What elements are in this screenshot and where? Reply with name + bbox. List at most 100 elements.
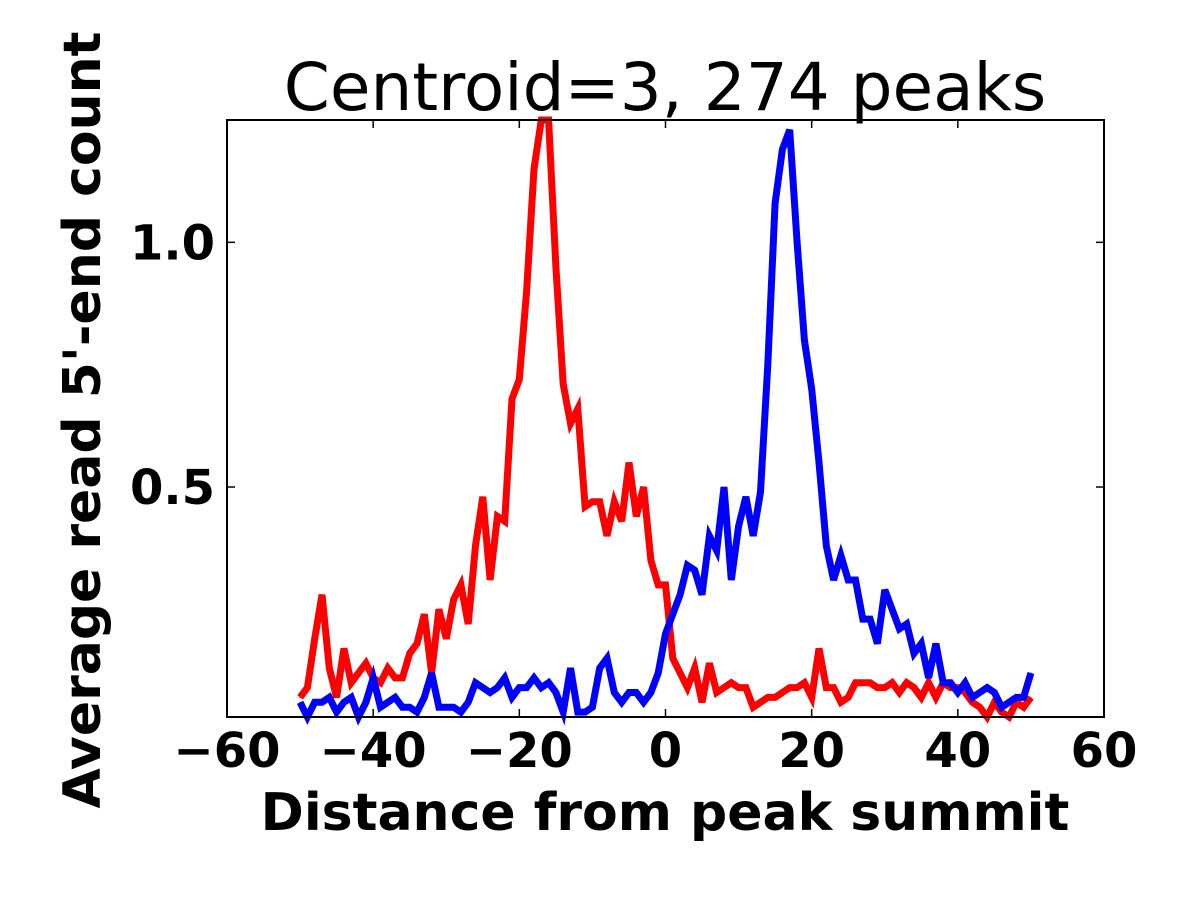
series-0-point: [533, 168, 535, 170]
series-0-point: [686, 687, 688, 689]
series-1-point: [738, 525, 740, 527]
x-tick-label: 60: [1071, 723, 1138, 779]
series-1-point: [518, 687, 520, 689]
x-axis-label: Distance from peak summit: [261, 783, 1070, 843]
series-0-point: [321, 594, 323, 596]
series-1-point: [657, 672, 659, 674]
series-1-point: [942, 682, 944, 684]
series-1-point: [964, 682, 966, 684]
series-0-point: [387, 667, 389, 669]
series-1-point: [833, 579, 835, 581]
series-0-point: [328, 667, 330, 669]
series-1-point: [533, 677, 535, 679]
series-0-point: [453, 599, 455, 601]
series-1-point: [328, 696, 330, 698]
series-0-point: [599, 501, 601, 503]
series-0-point: [518, 378, 520, 380]
series-1: [296, 128, 1035, 726]
series-1-point: [467, 701, 469, 703]
series-1-point: [898, 628, 900, 630]
series-1-point: [526, 687, 528, 689]
series-0-point: [489, 579, 491, 581]
series-0-point: [584, 506, 586, 508]
series-0-point: [993, 701, 995, 703]
series-1-point: [767, 364, 769, 366]
series-0-point: [701, 701, 703, 703]
series-0-point: [657, 584, 659, 586]
series-1-point: [314, 701, 316, 703]
series-1-point: [891, 608, 893, 610]
series-1-point: [781, 148, 783, 150]
x-tick-label: 0: [649, 723, 682, 779]
series-0-point: [606, 535, 608, 537]
series-1-point: [971, 696, 973, 698]
series-0-point: [803, 682, 805, 684]
series-1-point: [489, 692, 491, 693]
series-1-point: [643, 701, 645, 703]
series-0-point: [394, 677, 396, 679]
series-0-point: [570, 422, 571, 424]
series-1-point: [591, 706, 593, 708]
series-0-point: [482, 496, 484, 498]
ticks-layer: −60 −40 −20 0 20 40 60 0.5 1.0: [130, 120, 1137, 779]
series-1-point: [577, 711, 579, 713]
series-1-point: [635, 692, 637, 693]
series-1-point: [475, 682, 476, 684]
series-1-point: [730, 579, 732, 581]
series-0-point: [906, 682, 908, 684]
series-1-point: [745, 496, 747, 498]
series-0-point: [445, 638, 447, 640]
series-1-point: [913, 652, 915, 654]
series-0-point: [365, 662, 367, 664]
series-1-point: [555, 692, 557, 693]
series-0-point: [781, 692, 783, 693]
series-0-point: [467, 623, 469, 625]
series-0-point: [423, 613, 425, 615]
series-1-point: [855, 579, 856, 581]
series-0-point: [314, 638, 316, 640]
series-0-point: [833, 687, 835, 689]
series-0-point: [460, 584, 462, 586]
series-1-point: [752, 535, 754, 537]
series-1-point: [365, 701, 367, 703]
series-0-point: [694, 667, 696, 669]
series-1-point: [825, 545, 827, 547]
series-1-point: [511, 696, 513, 698]
series-1-point: [679, 594, 681, 596]
series-1-point: [920, 643, 922, 645]
series-0-point: [862, 682, 864, 684]
x-tick-label: −60: [173, 723, 280, 779]
series-0-point: [672, 657, 674, 659]
series-1-point: [372, 677, 374, 679]
series-0-point: [876, 687, 878, 689]
series-1-point: [840, 555, 842, 556]
series-1-point: [599, 667, 601, 669]
series-0-point: [811, 696, 813, 698]
series-1-point: [701, 594, 703, 596]
series-1-point: [387, 701, 389, 703]
series-0-point: [738, 687, 740, 689]
series-1-point: [548, 682, 550, 684]
series-0-point: [752, 706, 754, 708]
series-1-point: [423, 696, 425, 698]
y-tick-label: 1.0: [130, 215, 215, 271]
series-1-point: [562, 711, 564, 713]
chart-title: Centroid=3, 274 peaks: [284, 49, 1046, 126]
series-1-point: [789, 129, 791, 131]
series-0-point: [979, 706, 981, 708]
series-1-point: [1030, 672, 1032, 674]
series-1-point: [796, 241, 798, 243]
series-1-point: [431, 672, 433, 674]
series-1-point: [1001, 706, 1003, 708]
series-0-point: [847, 696, 849, 698]
series-1-point: [869, 618, 871, 620]
series-0-point: [643, 486, 645, 488]
series-0-point: [767, 696, 769, 698]
series-1-point: [621, 701, 623, 703]
series-1-point: [321, 701, 323, 703]
series-1-point: [935, 643, 937, 645]
series-0-point: [1001, 711, 1003, 713]
series-0-point: [818, 648, 820, 649]
series-1-point: [957, 692, 959, 693]
